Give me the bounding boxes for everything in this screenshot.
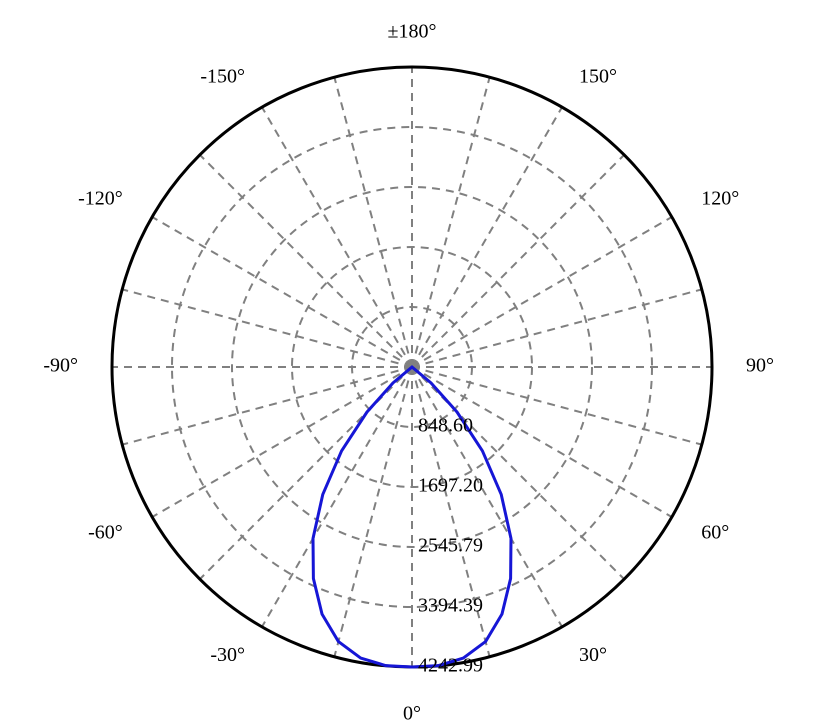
polar-chart: 848.60 1697.20 2545.79 3394.39 4242.99 0° 30° 6…: [0, 0, 824, 724]
angle-label: -150°: [200, 65, 245, 87]
angle-label: 0°: [403, 703, 421, 724]
angle-label: -60°: [88, 522, 123, 544]
angle-label: -30°: [210, 644, 245, 666]
radial-tick-label: 3394.39: [418, 595, 483, 617]
angle-label: -120°: [78, 188, 123, 210]
radial-tick-label: 4242.99: [418, 655, 483, 677]
angle-label: 60°: [701, 522, 729, 544]
radial-tick-label: 2545.79: [418, 535, 483, 557]
radial-tick-label: 848.60: [418, 415, 473, 437]
angle-label: 90°: [746, 355, 774, 377]
angle-label: 120°: [701, 188, 739, 210]
angle-label: 150°: [579, 65, 617, 87]
angle-label: 30°: [579, 644, 607, 666]
angle-label: -90°: [43, 355, 78, 377]
angle-label: ±180°: [388, 21, 437, 43]
radial-tick-label: 1697.20: [418, 475, 483, 497]
